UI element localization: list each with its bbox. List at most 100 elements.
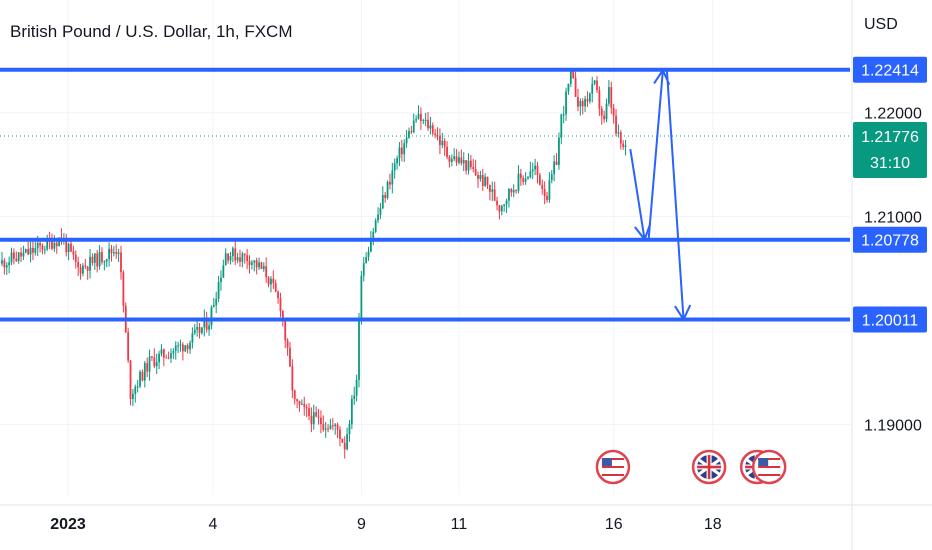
candle-body: [434, 133, 437, 136]
candle-body: [17, 252, 20, 261]
support-1-price-label: 1.20778: [861, 233, 919, 250]
date-tick-label: 11: [451, 516, 468, 533]
candle-body: [603, 115, 606, 120]
candle-body: [353, 395, 356, 399]
resistance-price-tag: [853, 56, 927, 83]
projection-arrow-line: [647, 70, 664, 240]
candle-body: [484, 176, 487, 186]
candle-body: [203, 318, 206, 328]
candle-body: [500, 205, 503, 212]
candle-body: [32, 247, 34, 253]
candle-body: [486, 176, 489, 185]
candle-body: [143, 363, 146, 381]
candle-body: [53, 242, 56, 249]
uk-event-icon[interactable]: [691, 449, 727, 485]
candle-body: [558, 137, 560, 165]
candle-body: [312, 412, 315, 425]
us-event-icon[interactable]: [595, 449, 631, 485]
candle-body: [412, 120, 415, 133]
candle-body: [519, 173, 522, 179]
candle-body: [503, 204, 506, 206]
current-price-tag: [853, 122, 927, 179]
candle-body: [129, 360, 132, 399]
candle-body: [279, 298, 282, 312]
candle-body: [350, 398, 353, 425]
chart-grid: [0, 0, 850, 495]
candle-body: [415, 119, 418, 121]
candle-body: [534, 165, 537, 170]
candle-body: [29, 247, 32, 255]
candle-body: [72, 251, 75, 255]
candle-body: [398, 147, 401, 159]
candle-body: [372, 231, 375, 241]
candle-body: [77, 261, 80, 268]
support-2-price-label: 1.20011: [862, 312, 919, 329]
candle-body: [386, 181, 389, 198]
us-event-icon-2[interactable]: [751, 449, 787, 485]
event-flags[interactable]: [595, 449, 787, 485]
candle-body: [458, 157, 460, 163]
candle-body: [465, 160, 467, 171]
candle-body: [231, 248, 234, 257]
candle-body: [496, 200, 498, 206]
candle-body: [201, 327, 203, 334]
candle-body: [339, 429, 341, 439]
candle-body: [579, 100, 582, 107]
candle-body: [196, 326, 199, 330]
candle-body: [93, 253, 96, 263]
candle-body: [553, 161, 556, 175]
candle-body: [260, 262, 263, 269]
candle-body: [379, 208, 382, 215]
candle-body: [531, 169, 534, 172]
candle-body: [110, 248, 113, 254]
candle-body: [439, 136, 441, 146]
candle-body: [565, 91, 567, 115]
candle-body: [153, 357, 156, 367]
candle-body: [46, 238, 49, 250]
candle-body: [172, 350, 175, 354]
candle-body: [336, 424, 339, 430]
countdown-label: 31:10: [870, 155, 910, 172]
candle-body: [436, 135, 439, 137]
candle-body: [355, 379, 358, 396]
candle-body: [34, 248, 37, 253]
candle-body: [300, 403, 303, 405]
candle-body: [27, 249, 30, 255]
candle-body: [208, 325, 210, 330]
candle-body: [481, 174, 484, 186]
candle-body: [158, 353, 160, 363]
candle-body: [65, 239, 68, 253]
candle-body: [267, 277, 270, 285]
candle-body: [536, 165, 539, 176]
candle-body: [186, 345, 189, 350]
candle-body: [443, 140, 446, 147]
candle-body: [146, 363, 149, 372]
candle-body: [327, 428, 329, 430]
candle-body: [89, 256, 91, 271]
candle-body: [96, 253, 99, 267]
candle-body: [408, 131, 410, 138]
candle-body: [177, 345, 180, 347]
date-tick-label: 2023: [50, 516, 86, 533]
candle-body: [479, 174, 482, 180]
candle-body: [181, 344, 184, 352]
candle-body: [446, 146, 448, 157]
candle-body: [101, 252, 103, 263]
candles: [1, 68, 627, 459]
candle-body: [569, 70, 572, 84]
candle-body: [39, 242, 41, 246]
candle-body: [389, 181, 391, 185]
candle-body: [505, 200, 508, 205]
candle-body: [598, 90, 601, 109]
candle-body: [167, 357, 170, 359]
candle-body: [160, 349, 163, 354]
candle-body: [84, 265, 87, 267]
candle-body: [498, 205, 501, 212]
candle-body: [112, 252, 115, 254]
candle-body: [467, 160, 470, 171]
horizontal-levels: [0, 67, 850, 322]
candle-body: [315, 412, 318, 417]
candle-body: [524, 178, 527, 182]
